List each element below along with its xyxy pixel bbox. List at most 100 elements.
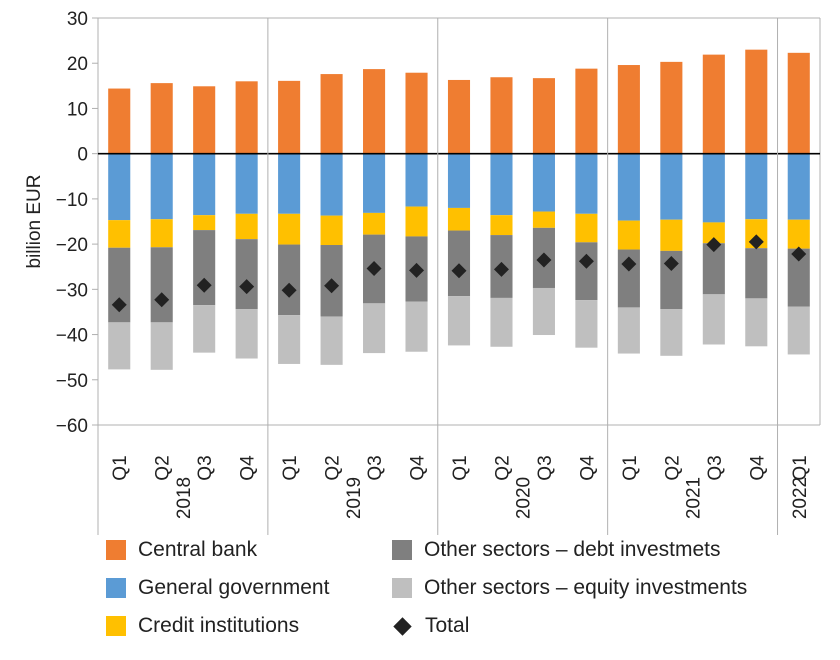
bar-segment [150, 322, 173, 370]
bar-segment [150, 219, 173, 248]
bar-segment [108, 322, 131, 370]
x-tick-label: Q3 [705, 455, 726, 480]
bar-segment [108, 153, 131, 221]
bar-segment [235, 153, 258, 214]
bar-segment [575, 242, 598, 301]
total-marker [493, 261, 509, 277]
total-marker [791, 246, 807, 262]
bar-segment [278, 153, 301, 214]
bar-segment [405, 72, 428, 154]
y-tick-label: −60 [56, 416, 88, 437]
y-axis-title: billion EUR [24, 175, 45, 269]
bar-segment [575, 68, 598, 154]
bar-segment [150, 153, 173, 220]
x-tick-label: Q3 [365, 455, 386, 480]
bar-segment [405, 206, 428, 237]
legend-swatch-other-sectors-debt [392, 540, 412, 560]
bar-segment [447, 153, 471, 208]
total-marker [706, 237, 722, 253]
bar-segment [405, 153, 428, 207]
x-tick-label: Q3 [195, 455, 216, 480]
bar-segment [660, 309, 683, 356]
legend-item-central-bank: Central bank [106, 538, 257, 562]
total-marker [239, 279, 255, 295]
legend-label: Other sectors – equity investments [424, 576, 748, 599]
bar-segment [320, 74, 343, 154]
total-marker [281, 282, 297, 298]
y-tick-label: 20 [67, 54, 88, 75]
y-tick-label: −10 [56, 190, 88, 211]
bar-segment [193, 215, 216, 231]
bar-segment [490, 215, 513, 236]
total-marker [621, 256, 637, 272]
y-tick-label: −30 [56, 280, 88, 301]
bar-segment [575, 300, 598, 348]
bar-segment [320, 215, 343, 246]
bar-segment [278, 80, 301, 154]
total-marker [451, 263, 467, 279]
bar-segment [617, 307, 640, 354]
x-tick-label: Q4 [747, 455, 768, 481]
x-group-label: 2018 [174, 477, 195, 519]
y-tick-label: −40 [56, 326, 88, 347]
bar-segment [702, 153, 725, 223]
legend-item-other-sectors-debt: Other sectors – debt investmets [392, 538, 720, 562]
legend-item-general-government: General government [106, 576, 329, 600]
bar-segment [702, 222, 725, 244]
bar-segment [490, 153, 513, 216]
total-marker [663, 256, 679, 272]
total-marker [324, 278, 340, 294]
x-tick-label: Q1 [280, 455, 301, 480]
legend-item-total: Total [392, 614, 469, 638]
y-tick-label: 0 [77, 145, 88, 166]
x-group-label: 2019 [344, 477, 365, 519]
bar-segment [617, 153, 640, 221]
bar-segment [108, 88, 131, 154]
bar-segment [745, 248, 768, 299]
bar-segment [447, 79, 471, 154]
bar-segment [235, 213, 258, 240]
bar-segment [787, 52, 810, 154]
bar-segment [320, 153, 343, 216]
bar-segment [447, 296, 471, 346]
bar-segment [702, 243, 725, 295]
y-tick-label: 30 [67, 9, 88, 30]
bar-segment [405, 301, 428, 352]
bar-segment [745, 49, 768, 154]
bar-segment [745, 153, 768, 220]
total-marker [366, 261, 382, 277]
total-marker [578, 253, 594, 269]
bar-segment [660, 219, 683, 251]
bar-segment [150, 83, 173, 154]
bar-segment [193, 230, 216, 306]
x-tick-label: Q2 [662, 455, 683, 480]
x-tick-label: Q2 [323, 455, 344, 480]
x-tick-label: Q3 [535, 455, 556, 480]
legend-label: Total [425, 614, 470, 637]
bar-segment [363, 212, 386, 235]
bar-segment [278, 244, 301, 316]
y-tick-label: −50 [56, 371, 88, 392]
x-tick-label: Q1 [790, 455, 811, 480]
x-tick-label: Q1 [110, 455, 131, 480]
total-marker [536, 252, 552, 268]
legend-label: Central bank [138, 538, 258, 561]
total-marker [111, 297, 127, 313]
bar-segment [235, 239, 258, 310]
bar-segment [617, 220, 640, 250]
bar-segment [787, 219, 810, 249]
x-tick-label: Q1 [450, 455, 471, 480]
x-group-label: 2022 [790, 477, 811, 519]
bar-segment [575, 153, 598, 214]
x-group-label: 2021 [684, 477, 705, 519]
bar-segment [320, 316, 343, 365]
bar-segment [193, 153, 216, 216]
bar-segment [532, 153, 555, 212]
bar-segment [278, 315, 301, 364]
bar-segment [575, 213, 598, 243]
legend-item-credit-institutions: Credit institutions [106, 614, 299, 638]
bar-segment [532, 78, 555, 154]
x-tick-label: Q4 [408, 455, 429, 481]
bar-segment [787, 248, 810, 307]
bar-segment [617, 65, 640, 154]
